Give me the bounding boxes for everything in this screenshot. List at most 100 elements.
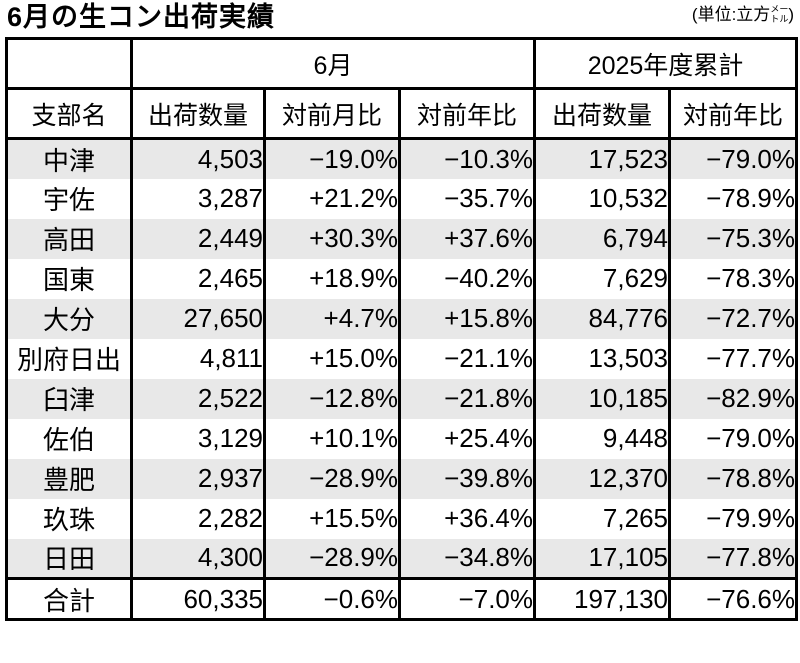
june-qty-cell: 4,811 [130, 338, 266, 379]
fy-qty-cell: 12,370 [533, 458, 671, 499]
yoy-cell: −39.8% [398, 458, 536, 499]
mom-cell: +30.3% [263, 218, 401, 259]
group-header-row: 6月 2025年度累計 [5, 38, 798, 90]
table-row: 中津 4,503 −19.0% −10.3% 17,523 −79.0% [5, 138, 798, 179]
yoy-cell: +15.8% [398, 298, 536, 339]
mom-cell: +4.7% [263, 298, 401, 339]
yoy-cell: +25.4% [398, 418, 536, 459]
fy-yoy-cell: −77.8% [668, 538, 798, 579]
branch-cell: 玖珠 [5, 498, 133, 539]
unit-stack-top: メー [770, 4, 789, 14]
fy-qty-cell: 84,776 [533, 298, 671, 339]
branch-cell: 大分 [5, 298, 133, 339]
yoy-cell: −10.3% [398, 138, 536, 179]
col-header-fy-qty: 出荷数量 [533, 88, 671, 140]
june-qty-cell: 3,287 [130, 178, 266, 219]
fy-yoy-cell: −75.3% [668, 218, 798, 259]
fy-qty-cell: 13,503 [533, 338, 671, 379]
group-header-fiscal: 2025年度累計 [533, 38, 798, 90]
branch-cell: 国東 [5, 258, 133, 299]
fy-yoy-cell: −72.7% [668, 298, 798, 339]
total-fy-qty-cell: 197,130 [533, 577, 671, 620]
title-bar: 6月の生コン出荷実績 (単位:立方 メー トル) [0, 0, 800, 37]
blank-header-cell [5, 38, 133, 90]
fy-yoy-cell: −79.9% [668, 498, 798, 539]
yoy-cell: +36.4% [398, 498, 536, 539]
table-header: 6月 2025年度累計 支部名 出荷数量 対前月比 対前年比 出荷数量 対前年比 [5, 38, 798, 140]
table-row: 豊肥 2,937 −28.9% −39.8% 12,370 −78.8% [5, 458, 798, 499]
branch-cell: 宇佐 [5, 178, 133, 219]
mom-cell: +15.0% [263, 338, 401, 379]
table-row: 宇佐 3,287 +21.2% −35.7% 10,532 −78.9% [5, 178, 798, 219]
mom-cell: −28.9% [263, 538, 401, 579]
fy-yoy-cell: −79.0% [668, 138, 798, 179]
table-row: 玖珠 2,282 +15.5% +36.4% 7,265 −79.9% [5, 498, 798, 539]
branch-cell: 中津 [5, 138, 133, 179]
unit-note: (単位:立方 メー トル) [691, 4, 794, 25]
fy-qty-cell: 9,448 [533, 418, 671, 459]
fy-yoy-cell: −77.7% [668, 338, 798, 379]
table-row: 佐伯 3,129 +10.1% +25.4% 9,448 −79.0% [5, 418, 798, 459]
june-qty-cell: 3,129 [130, 418, 266, 459]
june-qty-cell: 2,282 [130, 498, 266, 539]
yoy-cell: +37.6% [398, 218, 536, 259]
mom-cell: −28.9% [263, 458, 401, 499]
mom-cell: +21.2% [263, 178, 401, 219]
fy-qty-cell: 17,523 [533, 138, 671, 179]
table-row: 大分 27,650 +4.7% +15.8% 84,776 −72.7% [5, 298, 798, 339]
table-row: 高田 2,449 +30.3% +37.6% 6,794 −75.3% [5, 218, 798, 259]
table-row: 臼津 2,522 −12.8% −21.8% 10,185 −82.9% [5, 378, 798, 419]
col-header-june-qty: 出荷数量 [130, 88, 266, 140]
total-fy-yoy-cell: −76.6% [668, 577, 798, 620]
june-qty-cell: 2,449 [130, 218, 266, 259]
fy-qty-cell: 6,794 [533, 218, 671, 259]
mom-cell: +15.5% [263, 498, 401, 539]
table-row: 日田 4,300 −28.9% −34.8% 17,105 −77.8% [5, 538, 798, 579]
branch-cell: 高田 [5, 218, 133, 259]
col-header-mom: 対前月比 [263, 88, 401, 140]
total-mom-cell: −0.6% [263, 577, 401, 620]
june-qty-cell: 2,522 [130, 378, 266, 419]
fy-qty-cell: 7,265 [533, 498, 671, 539]
branch-cell: 臼津 [5, 378, 133, 419]
table-row: 国東 2,465 +18.9% −40.2% 7,629 −78.3% [5, 258, 798, 299]
total-row: 合計 60,335 −0.6% −7.0% 197,130 −76.6% [5, 577, 798, 620]
june-qty-cell: 4,300 [130, 538, 266, 579]
table-body: 中津 4,503 −19.0% −10.3% 17,523 −79.0% 宇佐 … [5, 138, 798, 620]
col-header-fy-yoy: 対前年比 [668, 88, 798, 140]
mom-cell: +18.9% [263, 258, 401, 299]
june-qty-cell: 2,465 [130, 258, 266, 299]
june-qty-cell: 4,503 [130, 138, 266, 179]
fy-yoy-cell: −78.3% [668, 258, 798, 299]
yoy-cell: −21.1% [398, 338, 536, 379]
fy-qty-cell: 10,185 [533, 378, 671, 419]
yoy-cell: −34.8% [398, 538, 536, 579]
yoy-cell: −21.8% [398, 378, 536, 419]
branch-cell: 日田 [5, 538, 133, 579]
june-qty-cell: 2,937 [130, 458, 266, 499]
shipment-table: 6月 2025年度累計 支部名 出荷数量 対前月比 対前年比 出荷数量 対前年比… [5, 37, 798, 621]
group-header-june: 6月 [130, 38, 536, 90]
table-row: 別府日出 4,811 +15.0% −21.1% 13,503 −77.7% [5, 338, 798, 379]
mom-cell: −12.8% [263, 378, 401, 419]
fy-yoy-cell: −79.0% [668, 418, 798, 459]
col-header-yoy: 対前年比 [398, 88, 536, 140]
mom-cell: −19.0% [263, 138, 401, 179]
yoy-cell: −40.2% [398, 258, 536, 299]
fy-yoy-cell: −82.9% [668, 378, 798, 419]
unit-suffix: ) [788, 5, 794, 25]
fy-yoy-cell: −78.9% [668, 178, 798, 219]
column-header-row: 支部名 出荷数量 対前月比 対前年比 出荷数量 対前年比 [5, 88, 798, 140]
fy-qty-cell: 17,105 [533, 538, 671, 579]
unit-stacked-kana: メー トル [770, 4, 789, 25]
fy-qty-cell: 7,629 [533, 258, 671, 299]
page-title: 6月の生コン出荷実績 [7, 2, 276, 32]
unit-stack-bottom: トル [770, 13, 789, 24]
branch-cell: 佐伯 [5, 418, 133, 459]
unit-prefix: (単位:立方 [691, 5, 771, 25]
june-qty-cell: 27,650 [130, 298, 266, 339]
total-yoy-cell: −7.0% [398, 577, 536, 620]
total-june-qty-cell: 60,335 [130, 577, 266, 620]
fy-qty-cell: 10,532 [533, 178, 671, 219]
